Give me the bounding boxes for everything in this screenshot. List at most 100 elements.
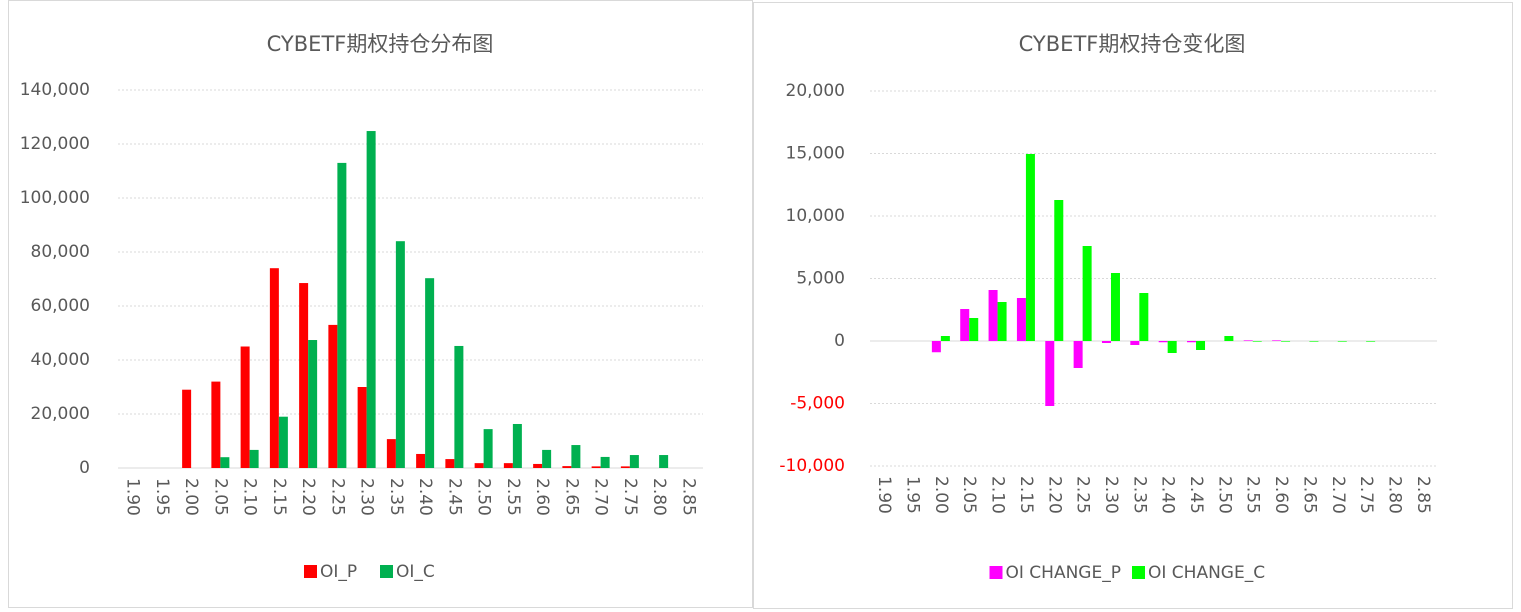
legend-label: OI_C [396, 562, 435, 582]
y-tick-label: 40,000 [31, 350, 90, 370]
chart-title: CYBETF期权持仓分布图 [267, 32, 494, 56]
bar [533, 463, 543, 468]
x-tick-label: 1.95 [152, 478, 172, 516]
y-tick-label: 60,000 [31, 296, 90, 316]
y-tick-label: 100,000 [20, 188, 90, 208]
bar [1366, 341, 1376, 342]
bar [386, 439, 396, 468]
bar [182, 389, 192, 468]
x-tick-label: 2.10 [988, 476, 1008, 514]
x-tick-label: 2.05 [210, 478, 230, 516]
x-tick-label: 2.10 [240, 478, 260, 516]
bar [211, 381, 221, 468]
y-tick-label: -5,000 [790, 394, 845, 414]
x-tick-label: 2.00 [931, 476, 951, 514]
y-tick-label: -10,000 [779, 456, 845, 476]
bar [395, 241, 405, 468]
x-tick-label: 2.60 [1271, 476, 1291, 514]
x-tick-label: 2.45 [444, 478, 464, 516]
x-tick-label: 2.85 [1413, 476, 1433, 514]
bar [997, 302, 1007, 341]
bar [1139, 293, 1149, 341]
y-tick-label: 0 [834, 331, 845, 351]
bar [620, 466, 630, 468]
bar [1082, 246, 1092, 341]
bar [1196, 341, 1206, 350]
bar [1016, 298, 1026, 341]
y-tick-label: 0 [79, 458, 90, 478]
bar [1224, 336, 1234, 341]
bar [357, 387, 367, 468]
bar [571, 445, 581, 468]
bar [249, 449, 259, 468]
legend-swatch [304, 565, 317, 578]
bar [366, 131, 376, 469]
x-tick-label: 2.45 [1186, 476, 1206, 514]
x-tick-label: 2.65 [1299, 476, 1319, 514]
bar [445, 459, 455, 468]
x-tick-label: 2.65 [561, 478, 581, 516]
x-tick-label: 2.25 [1073, 476, 1093, 514]
x-tick-label: 2.15 [1016, 476, 1036, 514]
bar [931, 341, 941, 353]
bar [940, 336, 950, 341]
y-tick-label: 20,000 [786, 81, 845, 101]
x-tick-label: 2.40 [1158, 476, 1178, 514]
bar [969, 318, 979, 341]
x-tick-label: 2.60 [532, 478, 552, 516]
y-tick-label: 80,000 [31, 242, 90, 262]
left-panel [8, 0, 753, 608]
bar [1025, 154, 1035, 341]
bar [483, 429, 493, 468]
bar [512, 423, 522, 468]
bar [240, 346, 250, 468]
bar [659, 455, 669, 468]
x-tick-label: 2.55 [1243, 476, 1263, 514]
bar [278, 416, 288, 468]
x-tick-label: 2.30 [357, 478, 377, 516]
x-tick-label: 2.30 [1101, 476, 1121, 514]
x-tick-label: 2.40 [415, 478, 435, 516]
legend-label: OI_P [320, 562, 357, 582]
x-tick-label: 2.50 [474, 478, 494, 516]
x-tick-label: 2.85 [678, 478, 698, 516]
x-tick-label: 2.35 [1129, 476, 1149, 514]
chart-title: CYBETF期权持仓变化图 [1019, 32, 1246, 56]
bar [1187, 341, 1197, 343]
legend-label: OI CHANGE_P [1006, 563, 1121, 583]
x-tick-label: 2.75 [1356, 476, 1376, 514]
bar [1272, 340, 1282, 341]
x-tick-label: 2.00 [181, 478, 201, 516]
bar [269, 268, 279, 468]
bar [454, 345, 464, 468]
x-tick-label: 2.70 [1328, 476, 1348, 514]
y-tick-label: 10,000 [786, 206, 845, 226]
y-tick-label: 15,000 [786, 144, 845, 164]
bar [600, 456, 610, 468]
bar [629, 455, 639, 468]
x-tick-label: 2.75 [620, 478, 640, 516]
bar [308, 340, 318, 468]
bar [1054, 200, 1064, 341]
x-tick-label: 1.90 [123, 478, 143, 516]
legend-label: OI CHANGE_C [1148, 563, 1265, 583]
bar [1167, 341, 1177, 353]
x-tick-label: 2.55 [503, 478, 523, 516]
bar [1130, 341, 1140, 345]
bar [542, 449, 552, 468]
bar [960, 309, 970, 341]
y-tick-label: 140,000 [20, 80, 90, 100]
bar [337, 162, 347, 468]
bar [220, 457, 230, 468]
legend-swatch [380, 565, 393, 578]
x-tick-label: 2.50 [1214, 476, 1234, 514]
bar [1281, 341, 1291, 342]
legend-swatch [1132, 566, 1145, 579]
x-tick-label: 2.80 [1384, 476, 1404, 514]
x-tick-label: 2.05 [959, 476, 979, 514]
bar [988, 290, 998, 341]
x-tick-label: 2.15 [269, 478, 289, 516]
y-tick-label: 5,000 [796, 269, 845, 289]
bar [1073, 341, 1083, 368]
